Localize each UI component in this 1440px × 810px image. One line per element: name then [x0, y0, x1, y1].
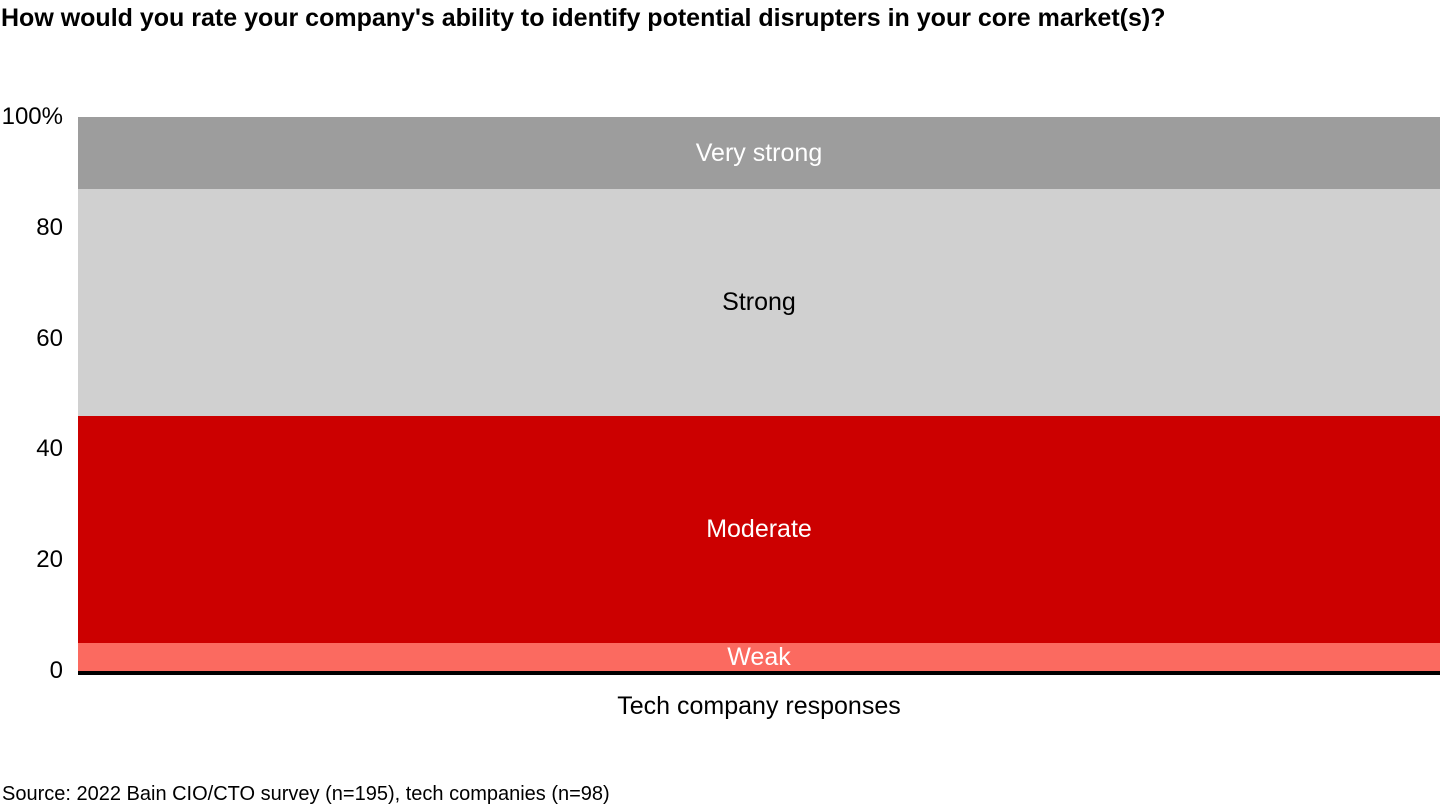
- x-axis-line: [78, 671, 1440, 675]
- segment-label: Strong: [722, 288, 796, 317]
- bar-segment-moderate: Moderate: [78, 416, 1440, 644]
- segment-label: Weak: [727, 642, 791, 671]
- segment-label: Very strong: [695, 138, 823, 167]
- y-axis: 0 20 40 60 80 100%: [0, 105, 63, 683]
- y-tick-60: 60: [36, 324, 63, 352]
- y-tick-80: 80: [36, 213, 63, 241]
- stacked-bar: Very strong Strong Moderate Weak: [78, 117, 1440, 671]
- y-tick-40: 40: [36, 435, 63, 463]
- y-tick-0: 0: [49, 657, 63, 684]
- source-note: Source: 2022 Bain CIO/CTO survey (n=195)…: [2, 783, 610, 805]
- y-tick-20: 20: [36, 546, 63, 574]
- y-tick-100: 100%: [1, 103, 63, 130]
- bar-segment-weak: Weak: [78, 643, 1440, 671]
- bar-segment-very-strong: Very strong: [78, 117, 1440, 190]
- chart-title: How would you rate your company's abilit…: [1, 4, 1166, 32]
- x-axis-label: Tech company responses: [617, 692, 901, 720]
- segment-label: Moderate: [706, 515, 812, 544]
- bar-segment-strong: Strong: [78, 189, 1440, 417]
